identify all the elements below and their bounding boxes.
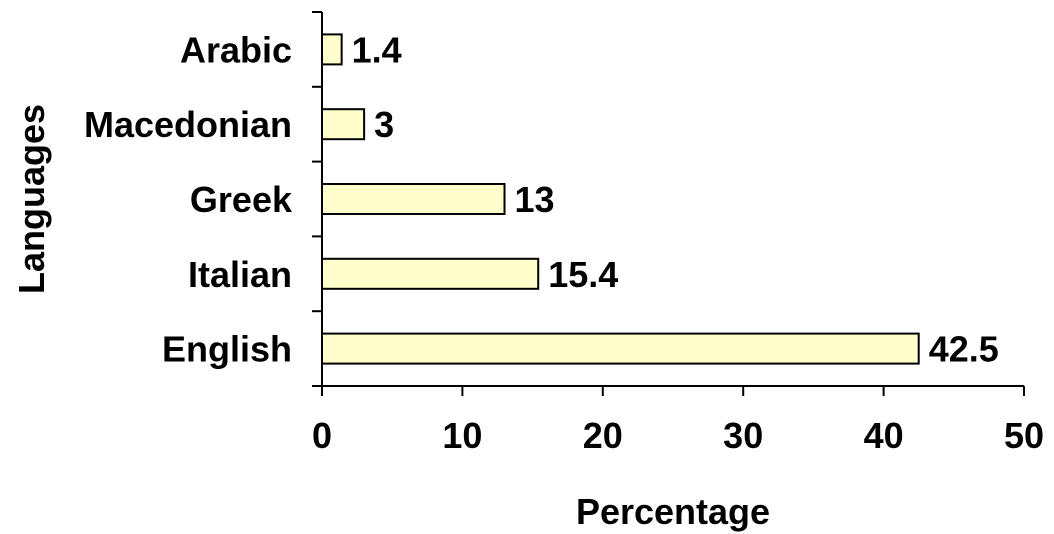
category-label: Arabic: [180, 29, 292, 70]
bar-english: [321, 332, 920, 365]
x-tick-label: 40: [864, 415, 904, 456]
x-tick-label: 10: [442, 415, 482, 456]
bar-italian: [321, 257, 540, 290]
bar-greek: [321, 183, 506, 215]
x-axis-title: Percentage: [576, 491, 770, 532]
value-label: 15.4: [548, 254, 618, 295]
chart-bars: [321, 33, 920, 365]
y-axis-title: Languages: [11, 104, 52, 294]
value-label: 1.4: [352, 29, 402, 70]
bar-arabic: [321, 33, 343, 66]
category-label: English: [162, 329, 292, 370]
x-tick-label: 30: [723, 415, 763, 456]
bar-macedonian: [321, 108, 366, 141]
x-tick-label: 20: [583, 415, 623, 456]
value-label: 3: [374, 104, 394, 145]
x-tick-label: 50: [1004, 415, 1044, 456]
category-label: Greek: [190, 179, 293, 220]
value-label: 42.5: [929, 329, 999, 370]
category-label: Italian: [188, 254, 292, 295]
x-tick-label: 0: [312, 415, 332, 456]
value-label: 13: [515, 179, 555, 220]
chart-labels: 0 10 20 30 40 50 Arabic 1.4 Macedonian 3 Greek 13 It…: [84, 29, 1044, 456]
category-label: Macedonian: [84, 104, 292, 145]
